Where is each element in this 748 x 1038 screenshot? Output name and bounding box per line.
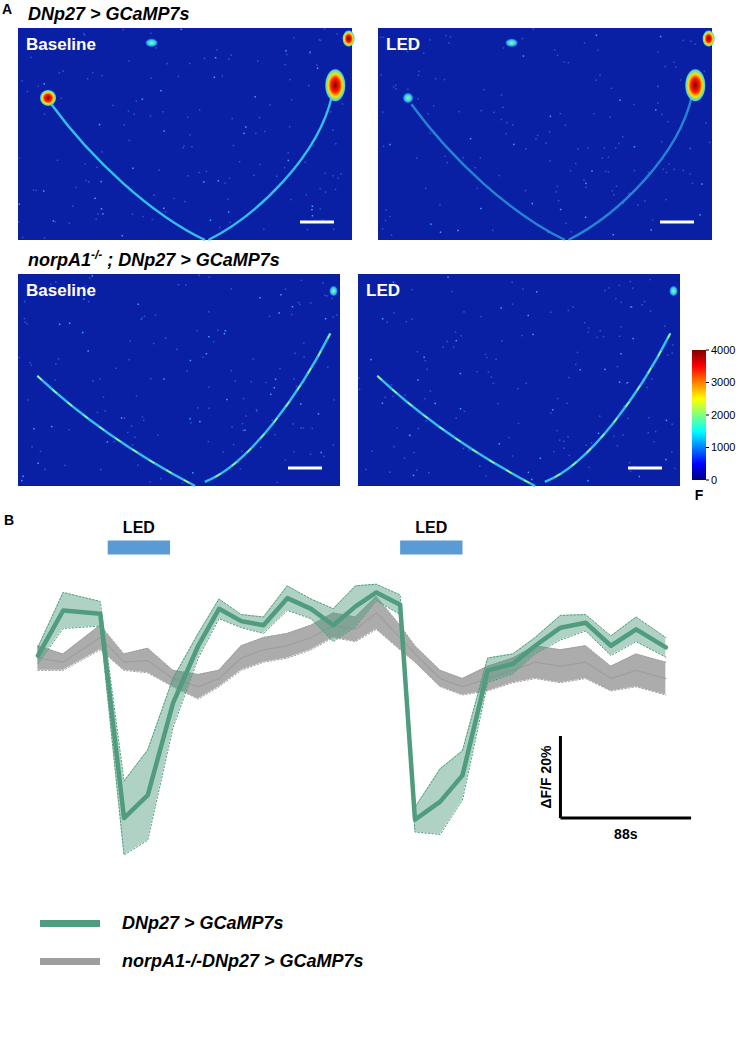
svg-text:A: A: [2, 1, 12, 17]
html-text:B: B: [4, 512, 15, 528]
svg-text:88s: 88s: [614, 826, 638, 842]
html-text:norpA1-/-DNp27 > GCaMP7s: norpA1-/-DNp27 > GCaMP7s: [122, 950, 364, 971]
svg-text:norpA1-/- ; DNp27 > GCaMP7s: norpA1-/- ; DNp27 > GCaMP7s: [28, 248, 280, 270]
svg-text:ΔF/F 20%: ΔF/F 20%: [538, 745, 554, 809]
svg-text:4000: 4000: [711, 344, 735, 356]
svg-text:Baseline: Baseline: [26, 281, 96, 300]
svg-text:LED: LED: [386, 35, 420, 54]
svg-text:Baseline: Baseline: [26, 35, 96, 54]
svg-text:2000: 2000: [711, 409, 735, 421]
svg-text:1000: 1000: [711, 441, 735, 453]
svg-text:LED: LED: [123, 519, 155, 536]
svg-text:0: 0: [711, 474, 717, 486]
svg-text:DNp27 > GCaMP7s: DNp27 > GCaMP7s: [28, 4, 190, 24]
html-text:DNp27 > GCaMP7s: DNp27 > GCaMP7s: [122, 912, 284, 933]
svg-text:3000: 3000: [711, 376, 735, 388]
svg-text:LED: LED: [366, 281, 400, 300]
svg-text:F: F: [695, 487, 704, 503]
svg-text:LED: LED: [415, 519, 447, 536]
